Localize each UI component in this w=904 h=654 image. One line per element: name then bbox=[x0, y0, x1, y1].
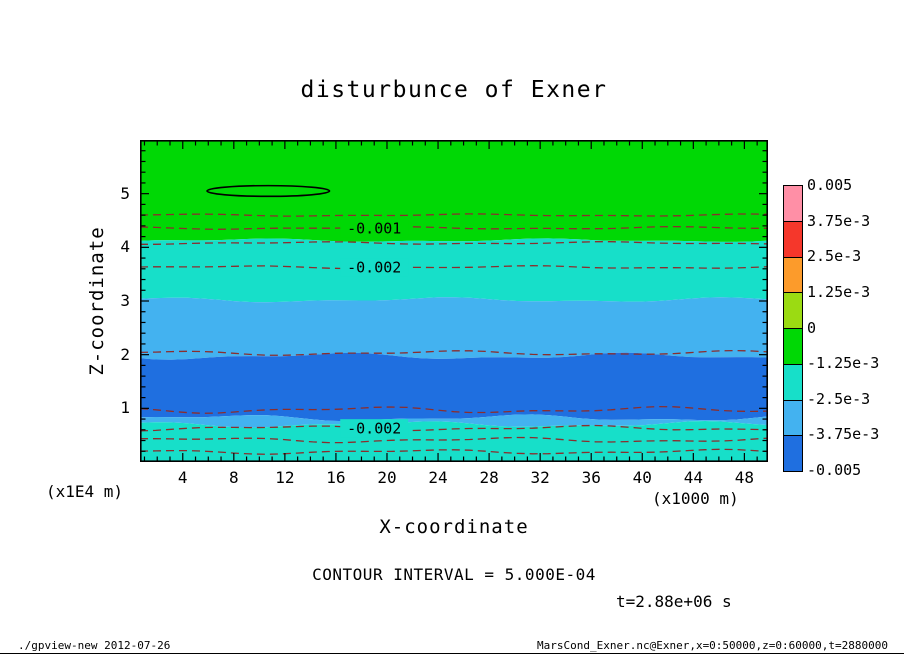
colorbar-segment bbox=[784, 363, 802, 400]
contour-line bbox=[140, 225, 768, 230]
colorbar-segment bbox=[784, 256, 802, 293]
colorbar-segment bbox=[784, 220, 802, 257]
colorbar-label: -0.005 bbox=[807, 461, 862, 479]
x-tick-label: 48 bbox=[734, 468, 755, 487]
x-tick-label: 4 bbox=[177, 468, 188, 487]
colorbar-label: 0 bbox=[807, 318, 817, 337]
x-tick-label: 28 bbox=[479, 468, 499, 487]
footer-command-text: ./gpview-new 2012-07-26 bbox=[18, 639, 171, 652]
x-tick-label: 32 bbox=[530, 468, 550, 487]
y-tick-label: 5 bbox=[120, 183, 130, 203]
colorbar-label: 3.75e-3 bbox=[807, 211, 871, 230]
closed-contour bbox=[206, 184, 331, 198]
y-axis-unit-label: (x1E4 m) bbox=[46, 482, 124, 501]
x-axis-label: X-coordinate bbox=[379, 516, 529, 538]
x-tick-label: 40 bbox=[632, 468, 652, 487]
colorbar-label: 0.005 bbox=[807, 176, 853, 194]
contour-line bbox=[140, 265, 768, 270]
contour-label: -0.002 bbox=[347, 259, 401, 277]
y-tick-label: 3 bbox=[120, 291, 130, 310]
contour-line bbox=[140, 448, 768, 455]
x-tick-label: 16 bbox=[326, 468, 346, 487]
colorbar bbox=[783, 185, 803, 472]
colorbar-label: 2.5e-3 bbox=[807, 247, 862, 266]
x-tick-label: 24 bbox=[428, 468, 448, 487]
contour-line bbox=[140, 424, 768, 432]
contour-label-mask bbox=[340, 419, 409, 438]
fill-band bbox=[140, 238, 768, 303]
contour-label-mask bbox=[340, 219, 409, 238]
plot-frame bbox=[140, 140, 768, 462]
y-tick-label: 4 bbox=[120, 237, 130, 257]
y-tick-label: 1 bbox=[120, 398, 130, 418]
contour-line bbox=[140, 405, 768, 414]
colorbar-label: -2.5e-3 bbox=[807, 389, 871, 408]
time-label: t=2.88e+06 s bbox=[616, 592, 732, 611]
colorbar-label: -3.75e-3 bbox=[807, 425, 880, 444]
contour-label-mask bbox=[340, 258, 409, 277]
colorbar-segment bbox=[784, 186, 802, 221]
contour-line bbox=[140, 436, 768, 444]
x-axis-unit-label: (x1000 m) bbox=[652, 489, 739, 508]
y-tick-label: 2 bbox=[120, 344, 130, 364]
x-tick-label: 36 bbox=[581, 468, 601, 487]
chart-title: disturbunce of Exner bbox=[300, 77, 608, 103]
contour-interval-note: CONTOUR INTERVAL = 5.000E-04 bbox=[312, 565, 596, 584]
footer-source-text: MarsCond_Exner.nc@Exner,x=0:50000,z=0:60… bbox=[537, 639, 888, 652]
x-tick-label: 12 bbox=[275, 468, 295, 487]
colorbar-segment bbox=[784, 292, 802, 328]
x-tick-label: 8 bbox=[228, 468, 239, 487]
contour-plot-area: -0.001 -0.002 -0.002 bbox=[140, 140, 768, 462]
contour-label: -0.002 bbox=[347, 420, 401, 438]
fill-band bbox=[140, 414, 768, 428]
colorbar-segment bbox=[784, 399, 802, 436]
x-tick-label: 20 bbox=[377, 468, 397, 487]
contour-line bbox=[140, 241, 768, 245]
x-tick-label: 44 bbox=[683, 468, 703, 487]
contour-line bbox=[140, 213, 768, 217]
fill-band bbox=[140, 352, 768, 422]
fill-band bbox=[140, 297, 768, 360]
colorbar-segment bbox=[784, 435, 802, 471]
contour-label: -0.001 bbox=[347, 220, 401, 238]
colorbar-segment bbox=[784, 328, 802, 364]
contour-line bbox=[140, 349, 768, 356]
colorbar-label: -1.25e-3 bbox=[807, 354, 880, 373]
colorbar-label: 1.25e-3 bbox=[807, 282, 871, 301]
